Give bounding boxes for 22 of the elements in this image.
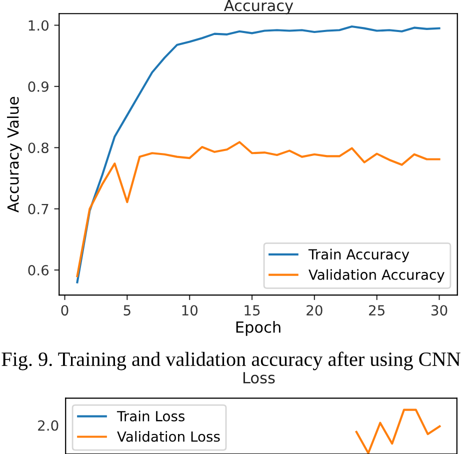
- y-tick-label: 0.8: [28, 142, 48, 154]
- x-tick-label: 30: [432, 305, 448, 316]
- y-tick-label: 0.6: [28, 264, 49, 276]
- x-tick-label: 0: [61, 305, 68, 316]
- y-axis-title: Accuracy Value: [6, 96, 22, 213]
- x-tick-label: 5: [124, 305, 130, 316]
- legend-label: Validation Loss: [117, 431, 220, 442]
- x-tick-label: 10: [182, 305, 198, 316]
- y-tick-label: 0.9: [28, 81, 48, 92]
- chart-title: Accuracy: [224, 0, 294, 14]
- legend-label: Train Loss: [116, 410, 185, 422]
- y-tick-label: 1.0: [28, 20, 48, 31]
- text: 2.0: [38, 420, 58, 431]
- x-tick-label: 15: [244, 305, 260, 316]
- y-tick-label: 0.7: [28, 204, 48, 214]
- x-tick-label: 25: [369, 305, 384, 316]
- chart-title: Loss: [243, 372, 275, 384]
- x-axis-title: Epoch: [236, 321, 280, 336]
- legend-label: Validation Accuracy: [308, 269, 444, 283]
- legend-label: Train Accuracy: [308, 248, 410, 262]
- x-tick-label: 20: [306, 305, 322, 316]
- caption: Fig. 9. Training and validation accuracy after using CNN: [2, 352, 460, 370]
